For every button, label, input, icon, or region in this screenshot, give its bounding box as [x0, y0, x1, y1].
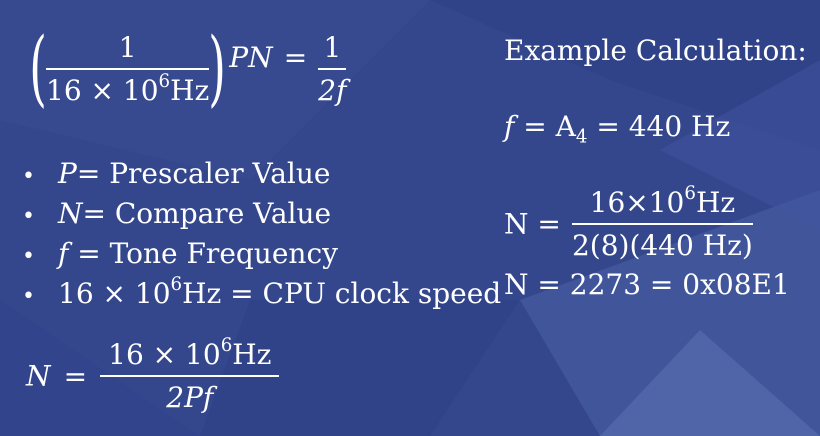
bullet-icon: • [22, 204, 35, 229]
bullet-icon: • [22, 164, 35, 189]
example-n-lhs: N = [504, 207, 561, 241]
pn-term: PN [229, 40, 273, 74]
fraction-bar [46, 68, 210, 70]
equals-sign: = [63, 359, 88, 393]
n-numerator: 16 × 106Hz [108, 334, 272, 371]
main-formula: ( 1 16 × 106Hz ) PN = 1 2f [22, 21, 347, 116]
example-result: N = 2273 = 0x08E1 [504, 268, 790, 301]
left-paren: ( [29, 21, 47, 116]
rhs-fraction: 1 2f [318, 31, 347, 107]
main-fraction-numerator: 1 [118, 31, 137, 64]
equals-sign: = [283, 40, 308, 74]
bullet-prescaler: • P= Prescaler Value [22, 155, 501, 195]
fraction-bar [318, 68, 347, 70]
n-denominator: 2Pf [166, 381, 214, 414]
bullet-clock-speed: • 16 × 106Hz = CPU clock speed [22, 275, 501, 315]
bullet-icon: • [22, 284, 35, 309]
example-frequency: f = A4 = 440 Hz [504, 110, 731, 148]
bullet-compare: • N= Compare Value [22, 195, 501, 235]
fraction-bar [571, 223, 753, 225]
definition-list: • P= Prescaler Value • N= Compare Value • f… [22, 155, 501, 315]
fraction-bar [100, 375, 280, 377]
example-n-denominator: 2(8)(440 Hz) [571, 229, 753, 262]
example-n-numerator: 16×106Hz [589, 182, 736, 219]
n-lhs: N [26, 359, 51, 393]
main-fraction-denominator: 16 × 106Hz [46, 70, 210, 107]
example-title: Example Calculation: [504, 34, 807, 67]
bullet-frequency: • f = Tone Frequency [22, 235, 501, 275]
example-n-formula: N = 16×106Hz 2(8)(440 Hz) [504, 182, 753, 262]
n-formula: N = 16 × 106Hz 2Pf [26, 334, 280, 414]
rhs-denominator: 2f [318, 74, 347, 107]
rhs-numerator: 1 [323, 31, 342, 64]
n-fraction: 16 × 106Hz 2Pf [100, 334, 280, 414]
main-fraction: 1 16 × 106Hz [46, 31, 210, 107]
bullet-icon: • [22, 244, 35, 269]
example-n-fraction: 16×106Hz 2(8)(440 Hz) [571, 182, 753, 262]
right-paren: ) [208, 21, 227, 116]
